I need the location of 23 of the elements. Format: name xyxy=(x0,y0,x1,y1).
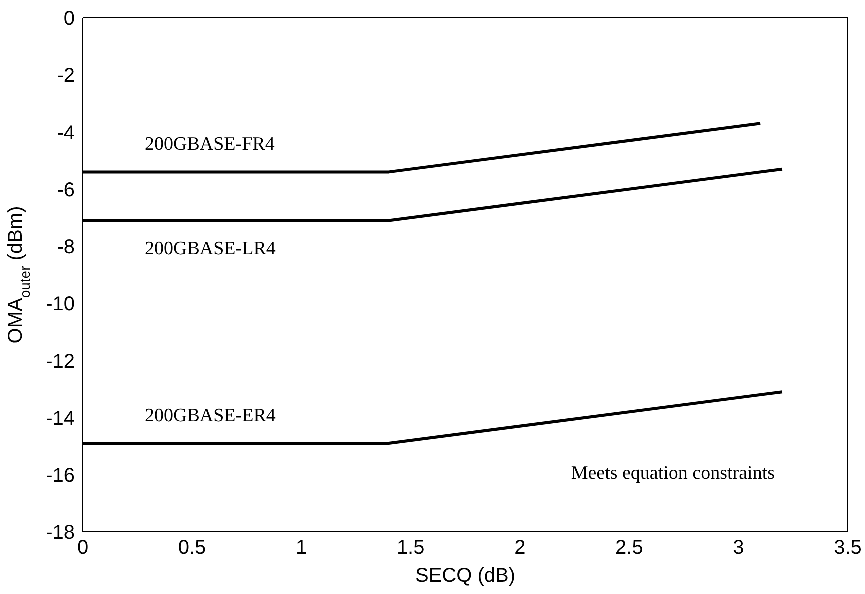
series-label: 200GBASE-ER4 xyxy=(145,405,276,426)
x-tick-label: 2.5 xyxy=(616,537,644,560)
y-tick-label: 0 xyxy=(64,8,75,30)
y-tick-label: -14 xyxy=(46,408,75,430)
y-tick-label: -2 xyxy=(57,65,75,88)
x-tick-label: 2 xyxy=(514,537,526,560)
annotation: Meets equation constraints xyxy=(571,463,775,485)
y-tick-label: -18 xyxy=(46,522,75,544)
y-tick-label: -16 xyxy=(46,464,75,487)
x-tick-label: 1 xyxy=(296,537,308,560)
x-tick-label: 3.5 xyxy=(834,537,862,560)
y-tick-label: -8 xyxy=(57,236,75,259)
x-axis-title: SECQ (dB) xyxy=(415,565,516,587)
series-label: 200GBASE-FR4 xyxy=(145,134,276,156)
y-tick-label: -6 xyxy=(57,179,75,202)
series-label: 200GBASE-LR4 xyxy=(145,238,276,260)
x-tick-label: 0 xyxy=(77,537,89,560)
x-tick-label: 1.5 xyxy=(396,537,425,560)
y-tick-label: -12 xyxy=(46,350,75,373)
y-tick-label: -4 xyxy=(57,122,75,144)
x-tick-label: 3 xyxy=(733,537,744,560)
y-tick-label: -10 xyxy=(46,294,75,316)
x-tick-label: 0.5 xyxy=(178,537,206,560)
